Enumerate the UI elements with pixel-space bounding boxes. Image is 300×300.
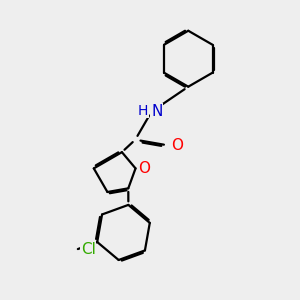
Text: N: N	[151, 103, 163, 118]
Text: O: O	[138, 161, 150, 176]
Text: O: O	[171, 138, 183, 153]
Text: H: H	[138, 103, 148, 118]
Text: Cl: Cl	[81, 242, 96, 256]
